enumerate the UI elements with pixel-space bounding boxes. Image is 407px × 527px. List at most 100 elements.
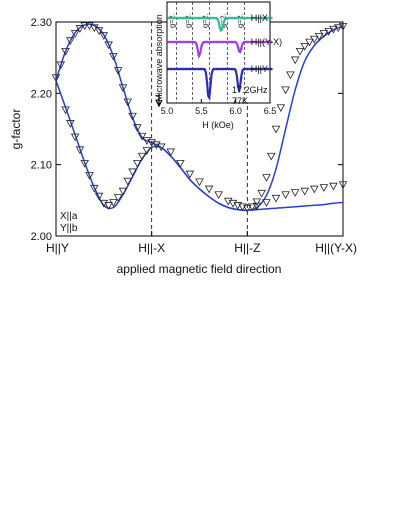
inset-spectrum-point [230,67,234,71]
inset-spectrum-point [203,16,207,20]
data-point-triangle [329,182,338,191]
y-tick-label: 2.10 [31,160,52,172]
inset-spectrum-point [248,16,252,20]
inset-spectrum-point [221,40,225,44]
x-axis-label: applied magnetic field direction [117,262,282,276]
inset-spectrum-point [176,67,179,71]
inset-spectrum-point [227,16,231,20]
inset-spectrum-point [233,16,237,20]
inset-x-tick-label: 6.0 [229,106,242,116]
inset-spectrum-point [236,45,240,49]
data-point-triangle [94,192,104,201]
inset-spectrum-point [221,67,225,71]
inset-spectrum-point [197,67,200,71]
inset-spectrum-point [203,68,207,71]
g-marker-label: g=2. [168,13,177,28]
data-point-triangle [89,184,99,193]
inset-spectrum-point [188,40,191,44]
inset-spectrum-point [254,40,258,44]
data-point-triangle [262,199,271,207]
inset-spectrum-point [170,16,173,20]
inset-spectrum-point [212,67,216,71]
inset-spectrum-point [236,85,240,88]
fit-curves [55,23,344,212]
inset-spectrum-point [212,40,216,44]
data-point-triangle [156,143,166,152]
inset-spectrum-point [179,67,182,71]
inset-spectrum-point [242,40,246,44]
inset-series-label: H||Y [251,64,268,74]
data-point-triangle [142,147,152,155]
g-marker-label: g=2. [201,13,210,28]
inset-spectrum-point [251,40,255,44]
data-point-triangle [128,168,137,177]
inset-spectrum-point [251,16,255,20]
x-axis-ticks: H||Y H||-X H||-Z H||(Y-X) [46,231,357,255]
data-point-triangle [56,61,66,70]
data-point-triangle [266,152,276,161]
inset-spectrum-point [264,67,267,71]
data-point-triangle [118,84,128,93]
inset-spectrum-point [203,40,207,44]
inset-spectrum-point [254,16,258,20]
data-point-triangle [133,159,142,168]
inset-spectrum-point [242,67,246,71]
data-point-triangle [99,32,109,40]
inset-spectrum-point [264,16,267,20]
inset-spectrum-point [191,16,194,20]
inset-spectrum-point [270,40,273,44]
data-point-triangle [243,204,252,213]
data-point-triangle [94,27,104,35]
data-point-triangle [80,22,89,30]
annotation-xa: X||a [60,211,78,222]
y-tick-label: 2.20 [31,88,52,100]
inset-spectrum-point [260,67,264,71]
inset-spectrum-point [267,40,270,44]
data-point-triangle [329,25,338,34]
inset-spectrum-point [264,40,267,44]
inset-spectrum-point [245,67,249,71]
data-point-triangle [257,189,266,198]
data-point-triangle [133,124,142,132]
inset-spectrum-point [267,16,270,20]
data-point-triangle [223,197,233,206]
inset-spectrum-point [188,67,191,71]
arrow-down-icon [155,94,163,108]
data-point-triangle [66,37,75,45]
inset-spectrum-point [236,16,240,20]
inset-spectrum-point [176,40,179,44]
data-point-triangle [252,202,262,211]
data-point-triangle [166,148,176,157]
inset-spectrum-point [176,16,179,20]
inset-annotation-frequency: 17.2GHz [232,85,268,95]
inset-chart: g=2. g=2. g=2. g=2. g=2. H||X H||(Y-X) H||Y 5.… [154,1,282,130]
data-point-triangle [137,132,147,141]
data-point-triangle [70,133,80,142]
inset-spectrum-point [173,16,176,20]
inset-spectrum-point [233,40,237,44]
data-point-triangle [214,191,223,200]
inset-spectrum-point [209,40,213,44]
inset-spectrum-point [182,16,185,20]
inset-spectrum-point [230,16,234,20]
data-point-triangle [104,202,113,210]
data-point-triangle [319,30,329,38]
data-point-triangle [176,159,185,168]
data-point-triangle [262,174,271,182]
inset-y-label: Microwave absorption [154,14,164,102]
inset-spectrum-point [224,40,228,44]
data-point-triangle [310,35,319,44]
inset-spectrum-point [179,16,182,20]
inset-spectrum-point [239,76,243,80]
inset-spectrum-point [251,67,255,71]
data-point-triangle [338,181,348,190]
inset-spectrum-point [239,16,243,20]
data-point-triangle [185,170,195,179]
inset-spectrum-point [206,89,210,93]
inset-spectrum-point [270,67,273,71]
data-point-triangle [247,203,257,212]
g-marker-label: g=2. [218,13,227,28]
data-point-triangle [338,23,348,31]
data-point-triangle [75,25,85,33]
